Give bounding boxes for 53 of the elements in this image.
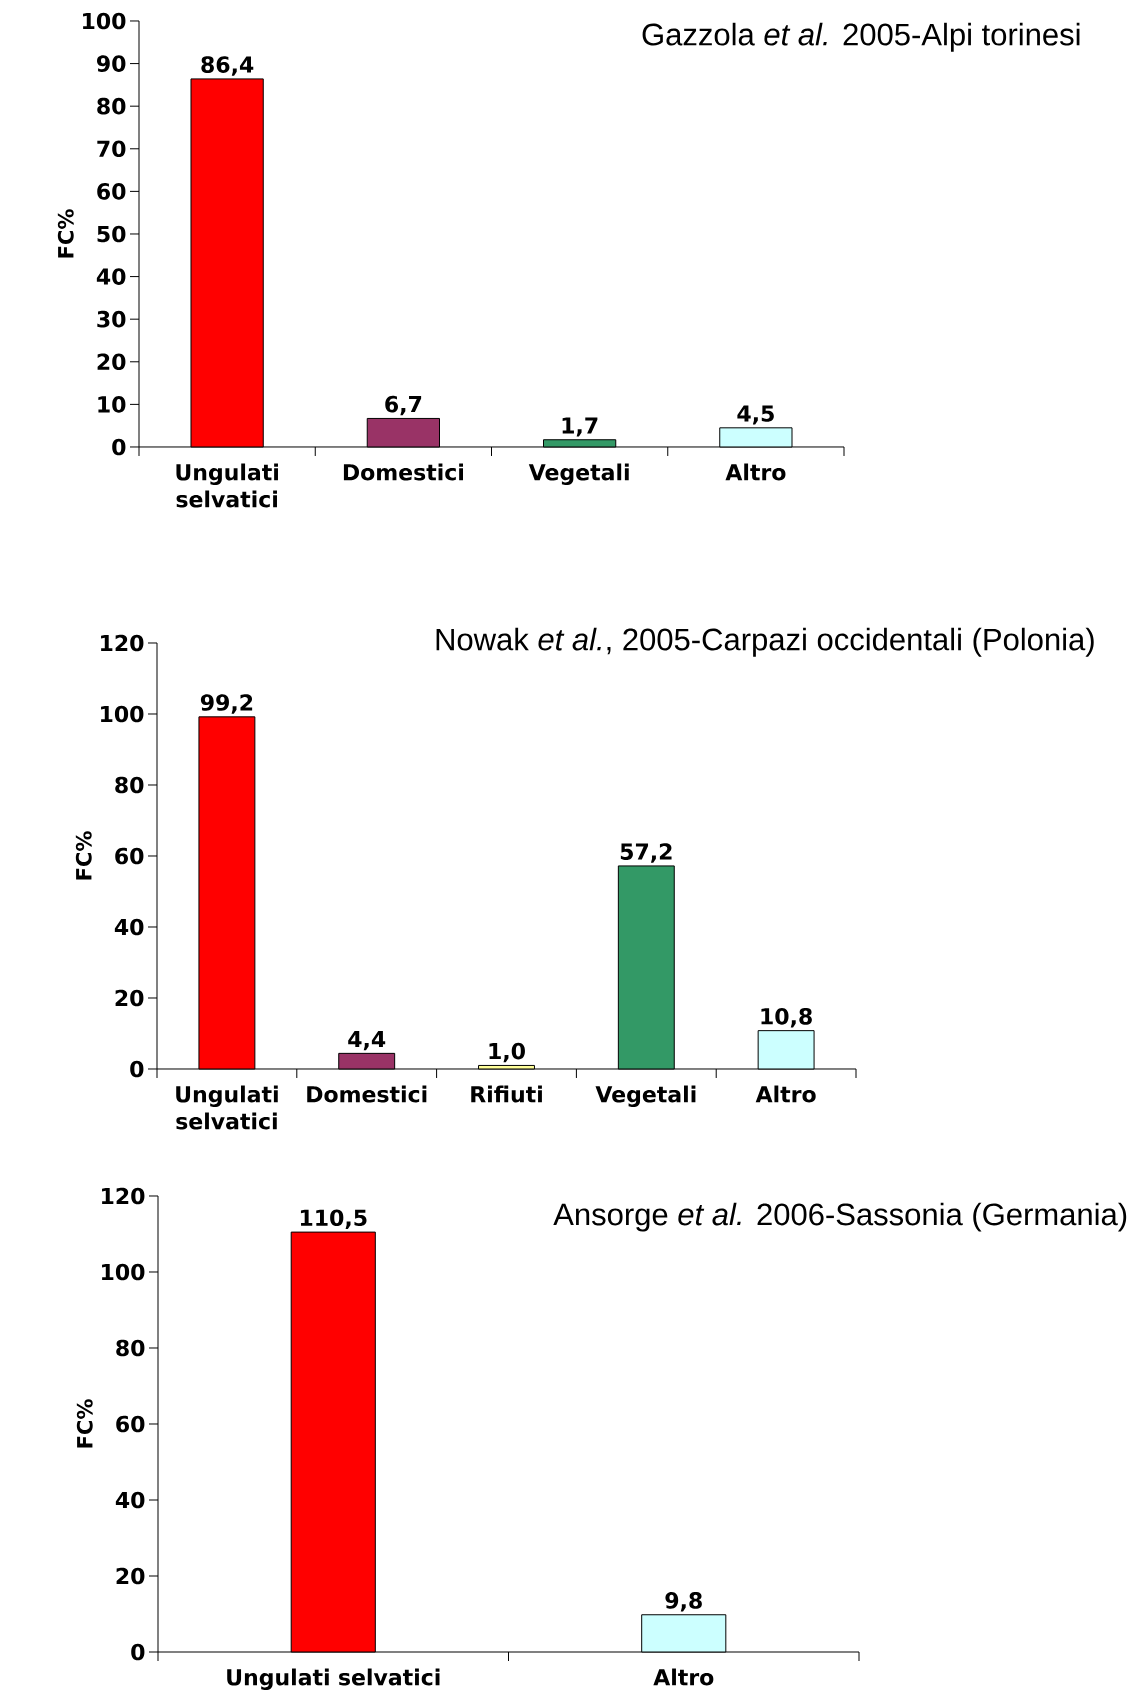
y-tick-label: 20	[116, 1567, 145, 1585]
y-tick-label: 40	[114, 918, 144, 936]
y-tick-label: 40	[96, 268, 126, 285]
data-label: 57,2	[620, 843, 672, 863]
y-tick-label: 100	[83, 12, 126, 30]
x-tick-label: Domestici	[343, 463, 463, 481]
x-tick-label: Altro	[653, 1668, 714, 1686]
y-tick-label: 50	[97, 225, 126, 243]
y-tick-label: 20	[115, 989, 144, 1007]
y-tick-label: 80	[97, 97, 126, 115]
data-label: 9,8	[665, 1592, 702, 1612]
y-axis-title: FC%	[75, 831, 92, 880]
y-tick-label: 70	[97, 140, 126, 158]
y-tick-label: 0	[131, 1643, 145, 1661]
x-tick-label: Ungulati selvatici	[176, 1085, 278, 1130]
y-tick-label: 60	[97, 183, 126, 200]
x-tick-label: Domestici	[307, 1085, 427, 1103]
data-label: 110,5	[300, 1209, 367, 1229]
y-tick-label: 60	[116, 1415, 145, 1433]
x-tick-label: Vegetali	[528, 463, 629, 485]
y-tick-label: 80	[116, 1339, 145, 1357]
y-tick-label: 0	[130, 1060, 144, 1078]
y-tick-label: 40	[115, 1491, 145, 1509]
x-tick-label: Vegetali	[595, 1085, 696, 1107]
y-tick-label: 100	[101, 705, 144, 723]
data-label: 4,4	[348, 1031, 386, 1051]
x-tick-label: Altro	[755, 1085, 816, 1103]
y-tick-label: 90	[97, 55, 126, 72]
x-tick-label: Ungulati selvatici	[176, 463, 278, 508]
y-axis-title: FC%	[76, 1399, 93, 1448]
x-tick-label: Altro	[725, 463, 786, 481]
y-tick-label: 60	[115, 847, 144, 865]
x-tick-label: Rifiuti	[471, 1085, 542, 1103]
y-tick-label: 20	[97, 353, 126, 371]
y-tick-label: 100	[102, 1263, 145, 1281]
data-label: 99,2	[200, 694, 253, 714]
chart-title: Nowak et al., 2005-Carpazi occidentali (Polonia)	[436, 627, 1094, 657]
y-tick-label: 80	[115, 776, 144, 794]
data-label: 10,8	[761, 1008, 812, 1028]
data-label: 6,7	[385, 395, 422, 416]
y-tick-label: 120	[102, 1187, 145, 1205]
chart-title: Ansorge et al. 2006-Sassonia (Germania)	[553, 1202, 1127, 1232]
y-tick-label: 120	[101, 634, 144, 652]
data-label: 1,7	[562, 417, 598, 437]
data-label: 1,0	[489, 1042, 525, 1063]
y-axis-title: FC%	[57, 209, 74, 258]
chart-title: Gazzola et al. 2005-Alpi torinesi	[642, 22, 1080, 52]
x-tick-label: Ungulati selvatici	[227, 1668, 440, 1690]
data-label: 86,4	[201, 56, 254, 76]
y-tick-label: 30	[97, 310, 126, 328]
data-label: 4,5	[737, 405, 774, 425]
y-tick-label: 10	[98, 396, 126, 413]
y-tick-label: 0	[112, 438, 126, 456]
